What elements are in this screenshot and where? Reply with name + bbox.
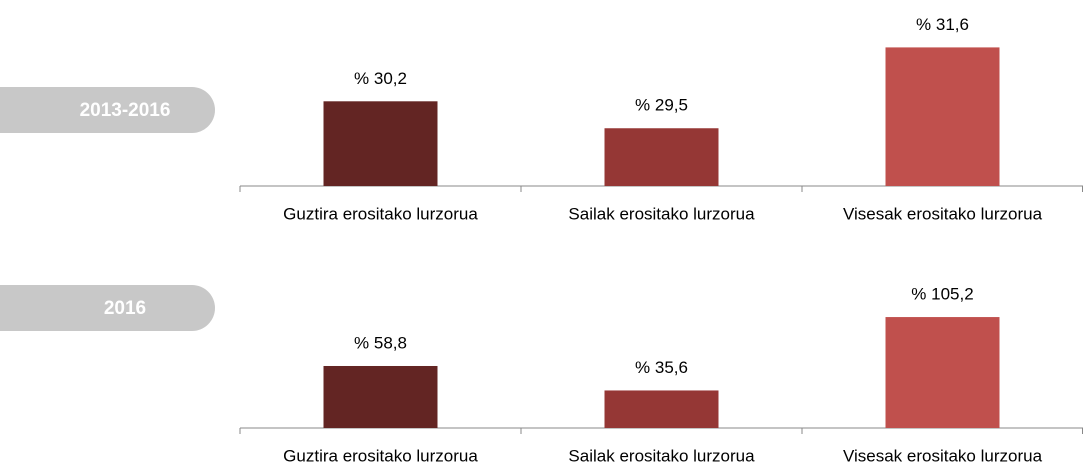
badge-bg bbox=[0, 285, 215, 331]
badge-bg bbox=[0, 87, 215, 133]
x-tick-label: Guztira erositako lurzorua bbox=[283, 446, 478, 464]
data-label: % 58,8 bbox=[354, 333, 407, 352]
badge-label: 2016 bbox=[104, 298, 146, 319]
data-label: % 35,6 bbox=[635, 358, 688, 377]
x-tick-label: Visesak erositako lurzorua bbox=[843, 446, 1043, 464]
data-label: % 30,2 bbox=[354, 69, 407, 88]
x-tick-label: Visesak erositako lurzorua bbox=[843, 204, 1043, 223]
data-label: % 105,2 bbox=[911, 285, 973, 304]
x-tick-label: Guztira erositako lurzorua bbox=[283, 204, 478, 223]
badge-label: 2013-2016 bbox=[80, 100, 171, 121]
bar bbox=[885, 47, 1000, 187]
x-tick-label: Sailak erositako lurzorua bbox=[568, 446, 755, 464]
bar bbox=[604, 128, 719, 186]
bar bbox=[885, 317, 1000, 428]
x-tick-label: Sailak erositako lurzorua bbox=[568, 204, 755, 223]
data-label: % 31,6 bbox=[916, 15, 969, 34]
bar bbox=[604, 390, 719, 428]
data-label: % 29,5 bbox=[635, 96, 688, 115]
bar bbox=[323, 101, 438, 186]
bar bbox=[323, 365, 438, 428]
